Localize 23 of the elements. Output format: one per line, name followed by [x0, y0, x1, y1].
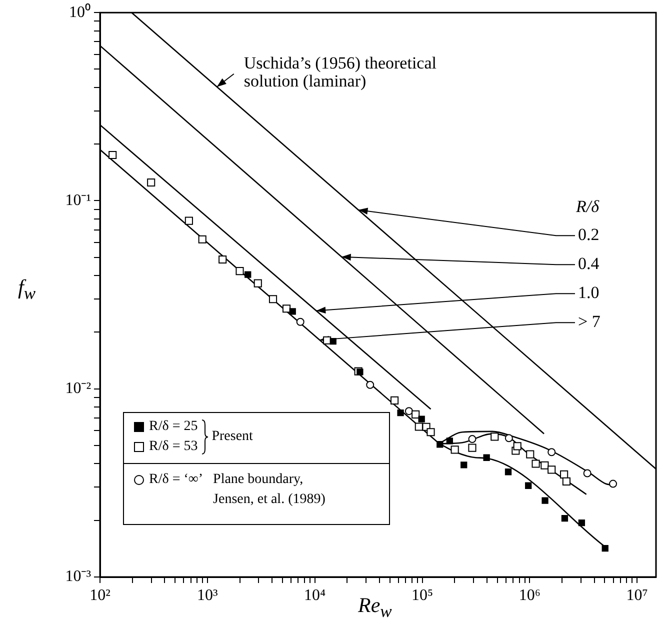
annotation: > 7	[578, 312, 601, 332]
legend-label: R/δ = 25	[149, 419, 198, 435]
annotation: 1.0	[578, 283, 600, 302]
legend-label: R/δ = 53	[149, 439, 198, 455]
y-tick-label: 10⁻¹	[65, 192, 92, 209]
x-tick-label: 10⁶	[518, 586, 540, 604]
legend-label: R/δ = ‘∞’	[149, 472, 204, 488]
x-axis-title: Re$_{w}$	[358, 593, 392, 622]
x-tick-label: 10⁷	[626, 586, 648, 604]
annotation: Uschida’s (1956) theoretical solution (laminar)	[244, 53, 437, 90]
annotation: 0.4	[578, 254, 600, 274]
annotation: Plane boundary, Jensen, et al. (1989)	[213, 471, 326, 509]
annotation: Present	[212, 429, 253, 445]
y-axis-title: f$_{w}$	[18, 274, 36, 304]
x-tick-label: 10⁵	[411, 586, 434, 604]
x-tick-label: 10⁴	[304, 586, 326, 604]
annotation: 0.2	[578, 225, 600, 244]
x-tick-label: 10²	[90, 586, 111, 604]
y-tick-label: 10⁻²	[65, 380, 92, 398]
y-tick-label: 10⁻³	[65, 568, 92, 586]
annotation: R/δ	[575, 197, 600, 216]
y-tick-label: 10⁰	[69, 2, 91, 21]
x-tick-label: 10³	[197, 586, 218, 604]
